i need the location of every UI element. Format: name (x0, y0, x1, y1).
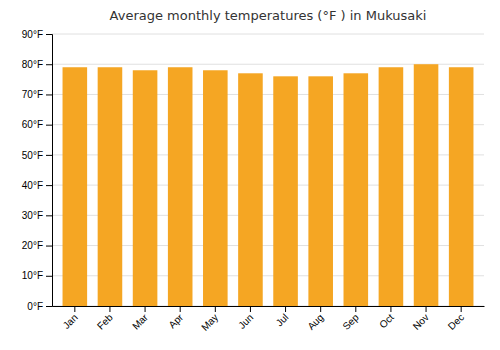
tick-mark (46, 64, 52, 65)
tick-mark (109, 306, 110, 312)
bars (63, 64, 474, 306)
tick-mark (461, 306, 462, 312)
tick-mark (46, 34, 52, 35)
tick-mark (390, 306, 391, 312)
tick-mark (46, 125, 52, 126)
tick-label: 80°F (22, 59, 43, 70)
tick-mark (320, 306, 321, 312)
bar (63, 67, 88, 306)
tick-mark (46, 276, 52, 277)
tick-mark (250, 306, 251, 312)
tick: Jul (274, 306, 291, 328)
bar (133, 70, 158, 306)
tick: 30°F (22, 210, 52, 221)
axis-line (53, 306, 485, 307)
y-axis: 0°F 10°F 20°F 30°F 40°F 50°F 60°F 70°F 80°F 90°F (22, 29, 53, 312)
tick-label: 70°F (22, 89, 43, 100)
tick-label: 20°F (22, 240, 43, 251)
bar (98, 67, 123, 306)
bar (168, 67, 193, 306)
tick-mark (180, 306, 181, 312)
tick: Mar (130, 306, 150, 332)
tick-label: 10°F (22, 270, 43, 281)
tick-mark (46, 215, 52, 216)
chart: 0°F 10°F 20°F 30°F 40°F 50°F 60°F 70°F 80°F 90°F J… (0, 0, 500, 350)
tick: 50°F (22, 150, 52, 161)
tick-mark (46, 306, 52, 307)
bar (414, 64, 439, 306)
tick-mark (215, 306, 216, 312)
tick-mark (145, 306, 146, 312)
tick: Apr (166, 306, 185, 330)
tick-label: Oct (377, 312, 396, 331)
tick-mark (46, 185, 52, 186)
tick: 70°F (22, 89, 52, 100)
tick: 10°F (22, 270, 52, 281)
tick-mark (285, 306, 286, 312)
tick: Feb (95, 306, 115, 332)
tick: Sep (340, 306, 361, 332)
tick: 90°F (22, 29, 52, 40)
tick: Oct (377, 306, 396, 330)
tick-label: 60°F (22, 119, 43, 130)
tick-label: Nov (411, 312, 431, 332)
tick-mark (355, 306, 356, 312)
tick-label: Feb (95, 311, 115, 331)
tick-label: Dec (446, 312, 466, 332)
x-axis: Jan Feb Mar Apr May Jun Jul Aug Sep Oct Nov Dec (53, 306, 485, 333)
bar (449, 67, 474, 306)
tick: Jun (236, 306, 255, 331)
tick: Nov (411, 306, 431, 332)
tick-label: Sep (340, 311, 361, 332)
bar (238, 73, 263, 306)
tick-label: 50°F (22, 150, 43, 161)
bar (273, 76, 298, 306)
tick-mark (74, 306, 75, 312)
tick-label: Aug (305, 312, 325, 332)
bar (344, 73, 369, 306)
title: Average monthly temperatures (°F ) in Mu… (110, 8, 427, 23)
tick-mark (426, 306, 427, 312)
tick-label: 40°F (22, 180, 43, 191)
tick: Dec (446, 306, 466, 332)
tick: 60°F (22, 119, 52, 130)
tick-label: Jun (236, 312, 255, 331)
plot: 0°F 10°F 20°F 30°F 40°F 50°F 60°F 70°F 80°F 90°F J… (22, 29, 485, 333)
bar (379, 67, 404, 306)
tick-label: Jul (274, 312, 291, 329)
tick: May (199, 306, 220, 333)
tick: Jan (61, 306, 80, 331)
tick: 0°F (27, 301, 52, 312)
grid (52, 34, 484, 306)
bar (203, 70, 228, 306)
tick-label: May (199, 312, 220, 333)
tick-label: 90°F (22, 29, 43, 40)
tick: 20°F (22, 240, 52, 251)
tick-label: Mar (130, 311, 150, 331)
axis-line (46, 35, 53, 307)
tick: 40°F (22, 180, 52, 191)
grid-line (52, 34, 484, 35)
tick-mark (46, 94, 52, 95)
bar (308, 76, 333, 306)
tick-label: 0°F (27, 301, 43, 312)
tick-label: Jan (61, 312, 80, 331)
tick-mark (46, 246, 52, 247)
tick-label: 30°F (22, 210, 43, 221)
tick: 80°F (22, 59, 52, 70)
tick-mark (46, 155, 52, 156)
tick: Aug (305, 306, 325, 332)
tick-label: Apr (166, 311, 185, 330)
